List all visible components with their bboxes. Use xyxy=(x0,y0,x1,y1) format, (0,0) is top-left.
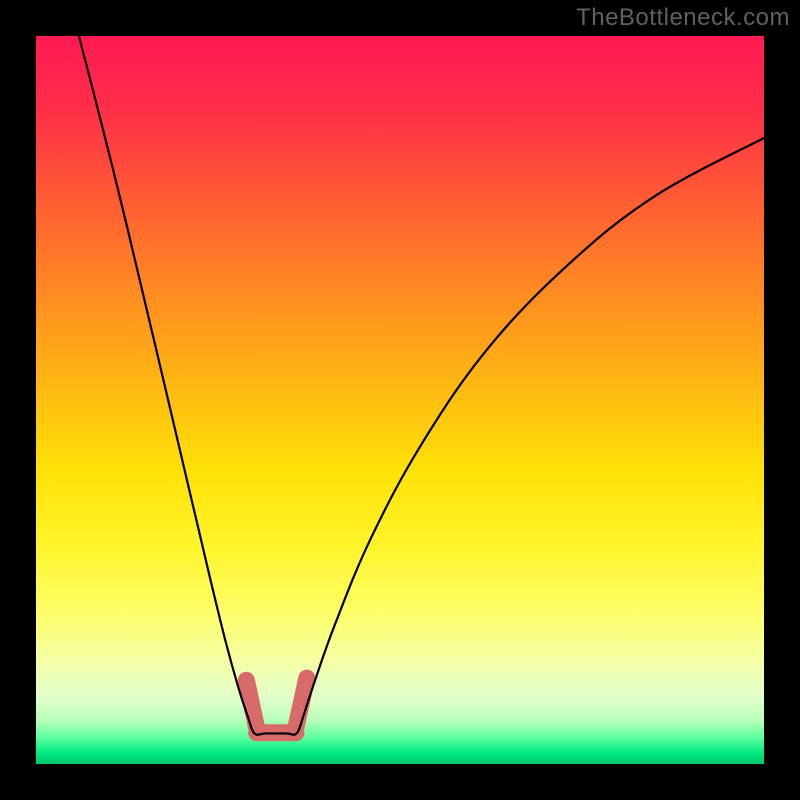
chart-outer: TheBottleneck.com xyxy=(0,0,800,800)
gradient-background xyxy=(36,36,764,764)
chart-svg xyxy=(36,36,764,764)
highlight-segment xyxy=(246,680,256,727)
watermark-text: TheBottleneck.com xyxy=(576,4,790,32)
plot-area xyxy=(36,36,764,764)
